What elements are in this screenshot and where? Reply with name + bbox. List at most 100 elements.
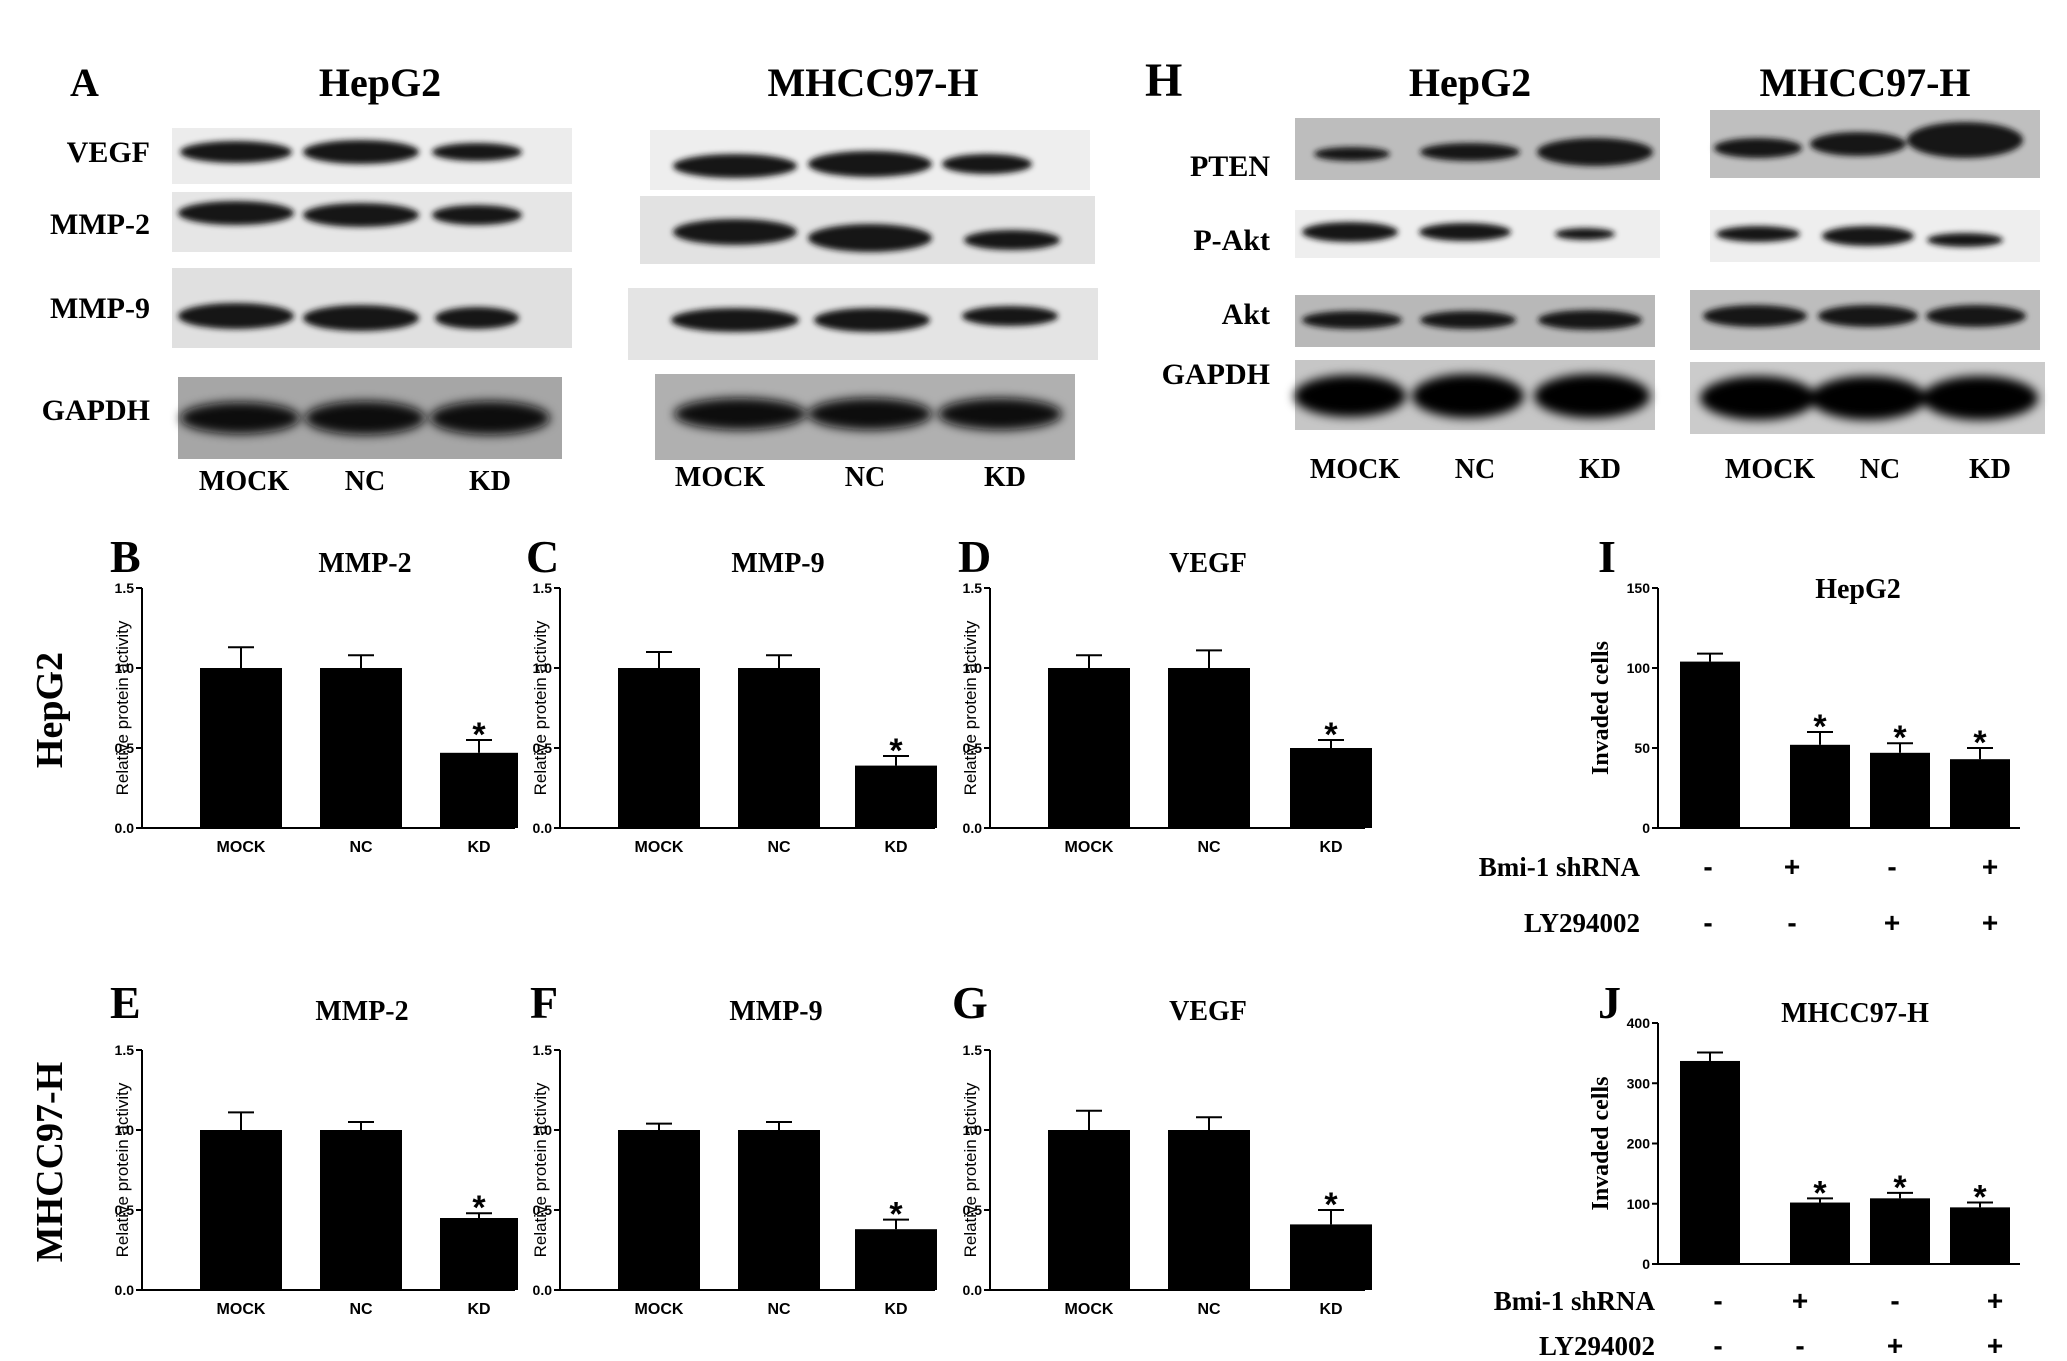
- y-tick-label-i: 150: [1627, 580, 1651, 596]
- blot-h-lane-label-mock-mhcc97h: MOCK: [1725, 454, 1815, 485]
- chart-title-b: MMP-2: [318, 548, 411, 579]
- condition-mark-i: +: [1982, 907, 1998, 938]
- bar-f: [738, 1130, 820, 1290]
- blot-a-lane-label-nc-hepg2: NC: [345, 466, 385, 497]
- condition-mark-i: -: [1703, 851, 1712, 882]
- bar-chart-i: I HepG2 Invaded cells 0 50 100 150 * * * Bmi-1 shR…: [1479, 531, 2020, 938]
- y-axis-label-b: Relative protein activity: [113, 620, 132, 795]
- bar-c: [618, 668, 700, 828]
- blot-a-lane-label-mock-hepg2: MOCK: [199, 466, 289, 497]
- x-tick-label-d: KD: [1319, 839, 1342, 856]
- panel-letter-c: C: [526, 531, 559, 582]
- blot-h-title-mhcc97h: MHCC97-H: [1759, 60, 1970, 105]
- x-tick-label-d: MOCK: [1065, 839, 1114, 856]
- blot-h-row-label-pakt: P-Akt: [1193, 224, 1270, 257]
- blot-h-lane-label-kd-mhcc97h: KD: [1969, 454, 2011, 485]
- x-tick-label-b: MOCK: [217, 839, 266, 856]
- significance-mark-i: *: [1893, 719, 1907, 757]
- significance-mark-j: *: [1893, 1169, 1907, 1207]
- condition-mark-i: -: [1703, 907, 1712, 938]
- bar-i: [1870, 752, 1930, 828]
- y-tick-label-e: 0.0: [115, 1282, 135, 1298]
- y-tick-label-i: 50: [1634, 740, 1650, 756]
- y-tick-label-g: 1.0: [963, 1122, 983, 1138]
- condition-mark-i: -: [1787, 907, 1796, 938]
- y-tick-label-i: 0: [1642, 820, 1650, 836]
- blot-a-row-label-mmp9: MMP-9: [50, 292, 150, 325]
- bar-g: [1168, 1130, 1250, 1290]
- blot-h-row-label-gapdh: GAPDH: [1162, 358, 1270, 391]
- chart-title-i: HepG2: [1815, 574, 1901, 605]
- y-tick-label-c: 0.0: [533, 820, 553, 836]
- chart-title-g: VEGF: [1169, 996, 1247, 1027]
- x-tick-label-e: NC: [349, 1301, 373, 1318]
- bar-b: [440, 752, 518, 828]
- y-tick-label-g: 0.0: [963, 1282, 983, 1298]
- bar-e: [320, 1130, 402, 1290]
- bar-e: [440, 1218, 518, 1290]
- y-axis-label-i: Invaded cells: [1588, 641, 1614, 775]
- condition-mark-i: -: [1887, 851, 1896, 882]
- bar-chart-b: B MMP-2 Relative protein activity 0.0 0.5 1.0…: [110, 531, 518, 856]
- bar-chart-d: D VEGF Relative protein activity 0.0 0.5 1.0 1…: [958, 531, 1372, 856]
- y-tick-label-g: 0.5: [963, 1202, 983, 1218]
- blot-a-lane-label-kd-mhcc97h: KD: [984, 462, 1026, 493]
- blot-h-title-hepg2: HepG2: [1409, 60, 1531, 105]
- significance-mark-i: *: [1973, 724, 1987, 762]
- bar-i: [1950, 759, 2010, 828]
- panel-letter-f: F: [530, 977, 558, 1028]
- y-tick-label-e: 1.0: [115, 1122, 135, 1138]
- significance-mark-b: *: [472, 716, 486, 754]
- y-tick-label-j: 400: [1627, 1015, 1651, 1031]
- x-tick-label-g: MOCK: [1065, 1301, 1114, 1318]
- panel-letter-g: G: [952, 977, 988, 1028]
- panel-letter-a: A: [70, 60, 99, 105]
- y-tick-label-b: 0.5: [115, 740, 135, 756]
- x-tick-label-e: KD: [467, 1301, 490, 1318]
- significance-mark-i: *: [1813, 708, 1827, 746]
- x-tick-label-e: MOCK: [217, 1301, 266, 1318]
- x-tick-label-g: NC: [1197, 1301, 1221, 1318]
- panel-letter-j: J: [1598, 977, 1621, 1028]
- blot-a-title-mhcc97h: MHCC97-H: [767, 60, 978, 105]
- condition-label-i: Bmi-1 shRNA: [1479, 852, 1641, 882]
- y-axis-label-d: Relative protein activity: [961, 620, 980, 795]
- bar-c: [738, 668, 820, 828]
- y-tick-label-d: 0.0: [963, 820, 983, 836]
- bar-j: [1870, 1198, 1930, 1264]
- y-tick-label-j: 200: [1627, 1136, 1651, 1152]
- y-tick-label-e: 0.5: [115, 1202, 135, 1218]
- y-tick-label-j: 0: [1642, 1256, 1650, 1272]
- condition-mark-j: +: [1987, 1285, 2003, 1316]
- y-tick-label-b: 0.0: [115, 820, 135, 836]
- condition-mark-j: +: [1987, 1330, 2003, 1361]
- y-tick-label-f: 0.0: [533, 1282, 553, 1298]
- blot-h-lane-label-mock-hepg2: MOCK: [1310, 454, 1400, 485]
- chart-title-d: VEGF: [1169, 548, 1247, 579]
- significance-mark-j: *: [1973, 1179, 1987, 1217]
- y-tick-label-c: 1.5: [533, 580, 553, 596]
- blot-a-mhcc97h-strips: [628, 130, 1098, 460]
- chart-title-e: MMP-2: [315, 996, 408, 1027]
- y-tick-label-c: 1.0: [533, 660, 553, 676]
- condition-mark-i: +: [1982, 851, 1998, 882]
- blot-h-row-label-akt: Akt: [1222, 298, 1270, 331]
- blot-h-lane-label-nc-hepg2: NC: [1455, 454, 1495, 485]
- significance-mark-g: *: [1324, 1186, 1338, 1224]
- row-label-hepg2: HepG2: [29, 652, 71, 768]
- x-tick-label-c: MOCK: [635, 839, 684, 856]
- condition-mark-j: -: [1795, 1330, 1804, 1361]
- y-tick-label-b: 1.5: [115, 580, 135, 596]
- x-tick-label-f: NC: [767, 1301, 791, 1318]
- condition-mark-j: -: [1890, 1285, 1899, 1316]
- bar-d: [1290, 748, 1372, 828]
- bar-c: [855, 765, 937, 828]
- blot-h-hepg2-strips: [1294, 118, 1660, 430]
- condition-mark-i: +: [1784, 851, 1800, 882]
- bar-f: [618, 1130, 700, 1290]
- bar-i: [1790, 744, 1850, 828]
- blot-a-hepg2-strips: [172, 128, 572, 459]
- bar-d: [1168, 668, 1250, 828]
- panel-a: A HepG2 MHCC97-H VEGF MMP-2 MMP-9 GAPDH: [42, 60, 1098, 497]
